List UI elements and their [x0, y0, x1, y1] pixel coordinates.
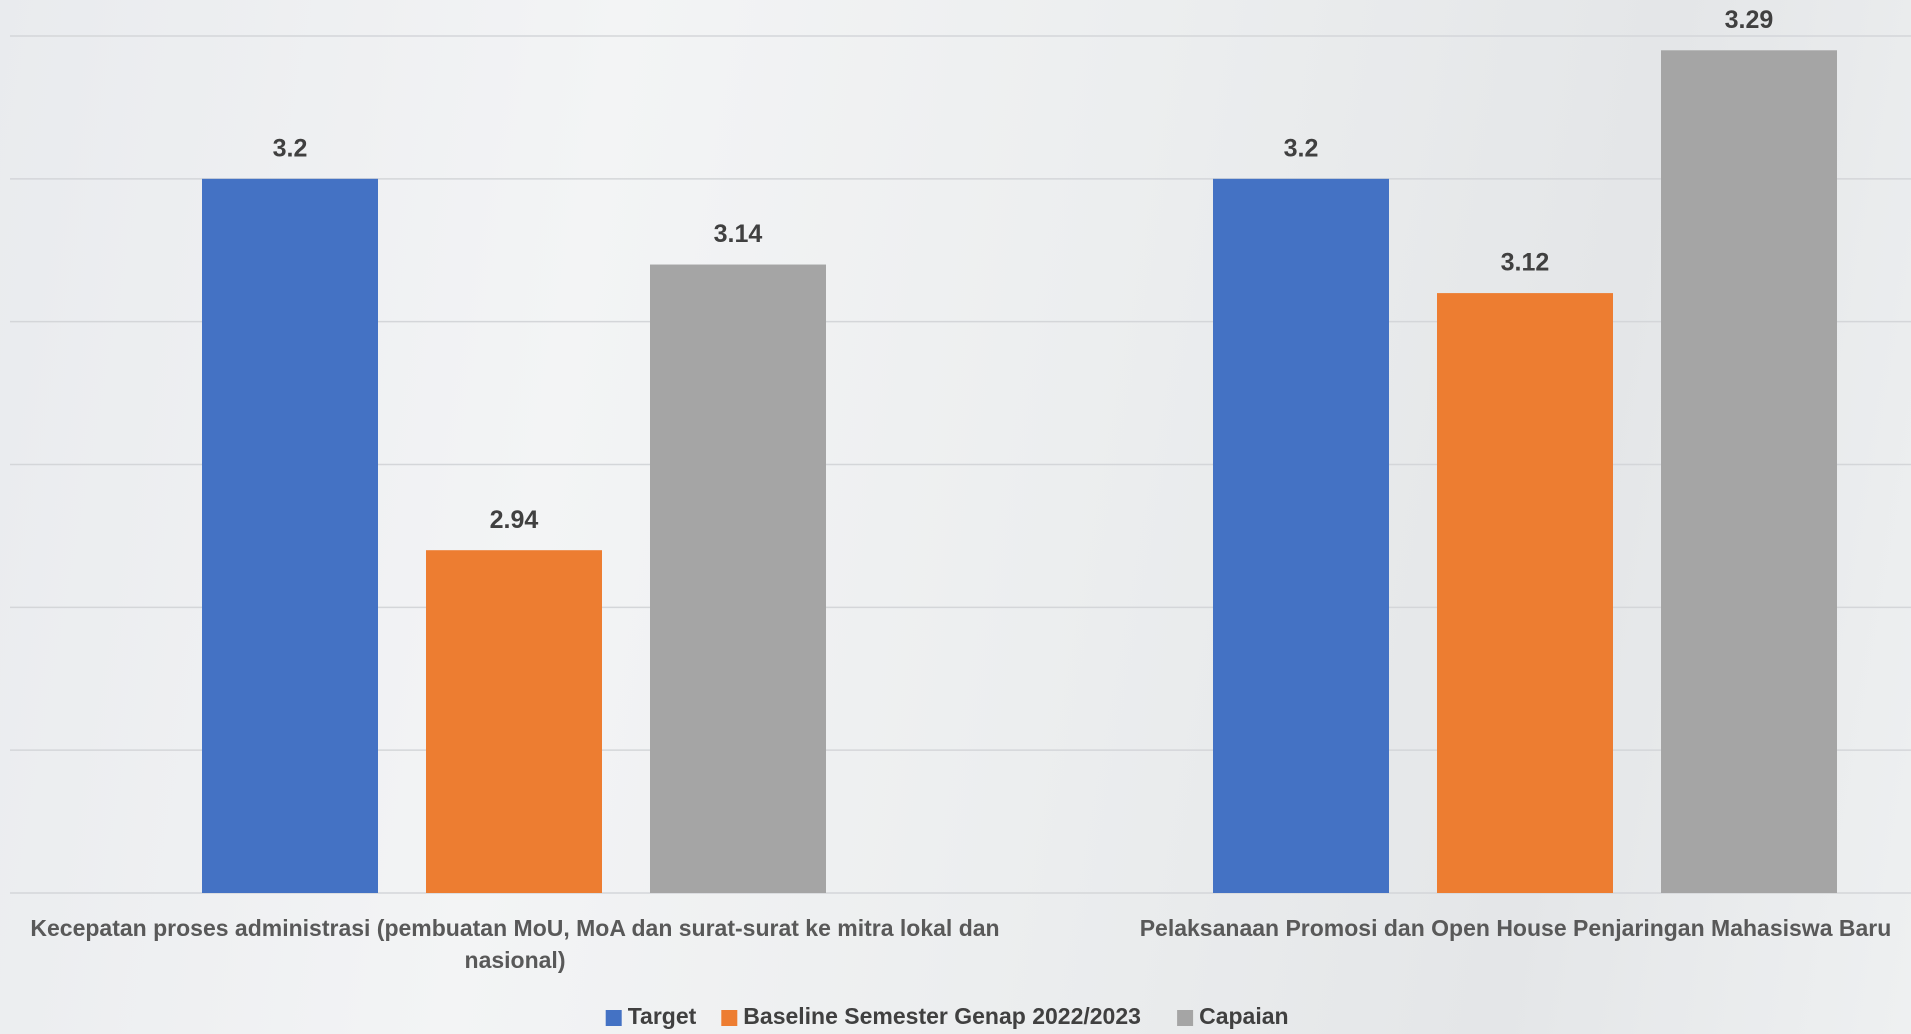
- bar: [1661, 50, 1837, 894]
- legend-label: Baseline Semester Genap 2022/2023: [743, 1003, 1141, 1029]
- bar: [1437, 293, 1613, 894]
- bar: [650, 264, 826, 893]
- data-label: 3.14: [714, 220, 763, 248]
- legend-label: Target: [628, 1003, 697, 1029]
- data-label: 3.29: [1725, 6, 1774, 34]
- x-tick-label: Pelaksanaan Promosi dan Open House Penja…: [1139, 915, 1892, 941]
- bar: [426, 550, 602, 893]
- x-tick-label: Kecepatan proses administrasi (pembuatan…: [30, 915, 1000, 973]
- data-label: 3.2: [273, 134, 308, 162]
- data-label: 3.12: [1501, 249, 1550, 277]
- bar: [1213, 178, 1389, 894]
- legend-swatch: [1177, 1010, 1194, 1026]
- legend-swatch: [605, 1010, 622, 1026]
- legend-swatch: [721, 1010, 738, 1026]
- bar: [202, 178, 378, 894]
- data-label: 2.94: [490, 506, 539, 534]
- legend-label: Capaian: [1199, 1003, 1288, 1029]
- data-label: 3.2: [1284, 134, 1319, 162]
